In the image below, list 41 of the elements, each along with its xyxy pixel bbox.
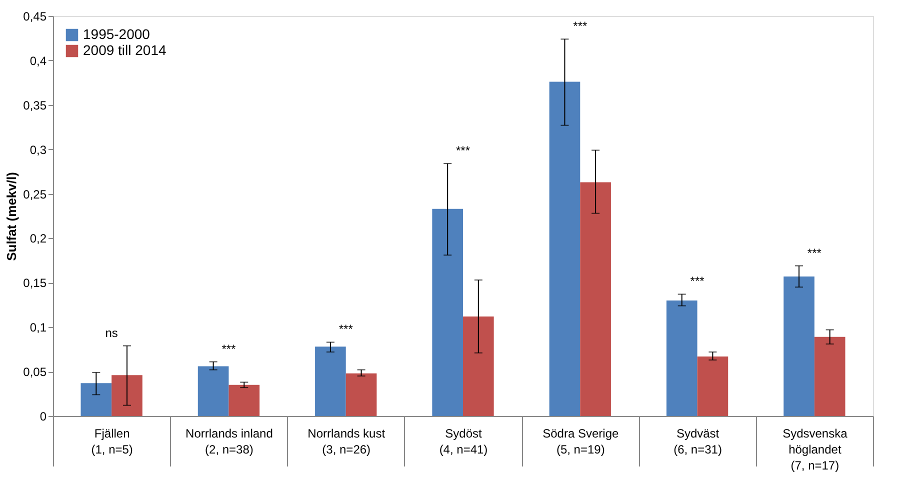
y-axis-title: Sulfat (mekv/l) [4,172,20,261]
bar [784,276,814,416]
bar [580,182,611,416]
annotation: *** [573,19,588,34]
annotation: *** [338,322,354,336]
x-tick-label: Sydväst (6, n=31) [674,426,722,456]
bar [315,346,346,416]
y-tick-label: 0,2 [30,232,47,246]
bar [549,82,580,416]
x-tick-label: Norrlands kust (3, n=26) [308,426,386,456]
y-tick-label: 0,05 [23,365,47,380]
bar [463,316,494,416]
x-tick-label: Sydsvenska höglandet (7, n=17) [782,426,848,472]
bar [228,384,260,416]
y-tick-label: 0,15 [23,276,47,290]
y-tick-label: 0,25 [23,187,47,202]
annotation: *** [222,342,236,356]
annotation: ns [105,326,118,340]
bar [697,356,728,416]
bar [814,336,846,416]
annotation: *** [690,274,705,288]
y-tick-label: 0,3 [30,142,47,157]
legend-label: 2009 till 2014 [83,42,167,58]
bar [198,366,229,416]
y-tick-label: 0,4 [30,54,47,68]
bar [666,300,698,416]
y-tick-label: 0,35 [23,98,47,112]
annotation: *** [456,144,470,158]
bar [112,375,142,416]
bar [80,383,112,416]
bar [346,373,377,416]
y-tick-label: 0,45 [23,10,47,24]
annotation: *** [807,246,822,260]
x-tick-label: Södra Sverige (5, n=19) [542,426,619,456]
x-tick-label: Norrlands inland (2, n=38) [186,426,273,456]
y-tick-label: 0,1 [30,320,47,335]
x-tick-label: Fjällen (1, n=5) [91,426,133,456]
bar [432,208,463,416]
legend-label: 1995-2000 [83,26,150,42]
y-tick-label: 0 [40,410,47,424]
x-tick-label: Sydöst (4, n=41) [439,426,488,456]
